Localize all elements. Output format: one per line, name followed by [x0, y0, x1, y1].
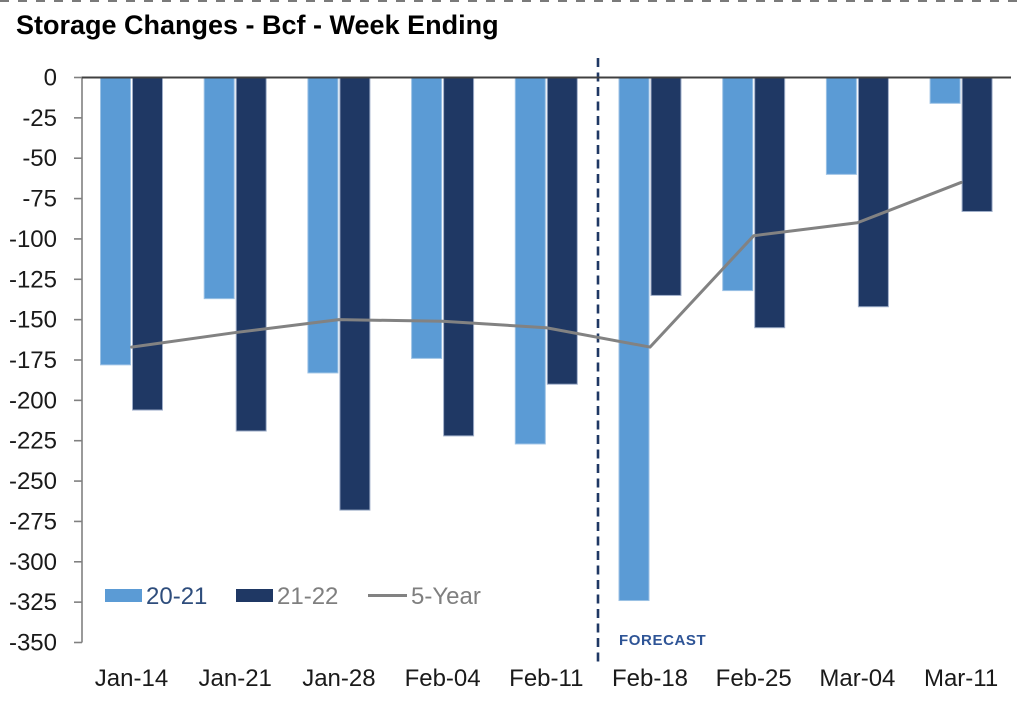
bar-20-21-Feb-04 — [411, 77, 443, 359]
x-category-label: Feb-18 — [612, 665, 688, 692]
y-tick-label: -250 — [9, 468, 57, 495]
bar-21-22-Jan-28 — [339, 77, 371, 511]
y-tick-label: -325 — [9, 589, 57, 616]
bar-21-22-Jan-14 — [132, 77, 163, 411]
bar-20-21-Jan-14 — [100, 77, 131, 366]
forecast-label: FORECAST — [619, 632, 707, 649]
y-tick-label: -200 — [9, 387, 57, 414]
y-tick-label: -175 — [9, 347, 57, 374]
x-category-label: Jan-21 — [199, 665, 272, 692]
bar-20-21-Jan-21 — [203, 77, 235, 300]
bar-20-21-Feb-18 — [618, 77, 650, 602]
x-category-label: Jan-14 — [95, 665, 168, 692]
y-tick-label: -300 — [9, 549, 57, 576]
y-tick-label: -125 — [9, 266, 57, 293]
y-tick-label: -225 — [9, 428, 57, 455]
bar-21-22-Feb-25 — [754, 77, 786, 329]
y-tick-label: -150 — [9, 307, 57, 334]
x-category-label: Feb-25 — [716, 665, 792, 692]
five-year-line — [130, 180, 963, 349]
x-category-label: Feb-04 — [405, 665, 481, 692]
y-tick-label: 0 — [44, 65, 57, 92]
y-tick-label: -75 — [22, 186, 57, 213]
bar-21-22-Mar-04 — [857, 77, 889, 308]
y-tick-label: -50 — [22, 145, 57, 172]
x-category-label: Mar-04 — [819, 665, 895, 692]
chart-title: Storage Changes - Bcf - Week Ending — [16, 10, 499, 40]
top-dashed-border — [0, 0, 1024, 2]
bar-20-21-Mar-11 — [929, 77, 961, 104]
y-tick-label: -350 — [9, 630, 57, 657]
bar-20-21-Feb-11 — [514, 77, 546, 445]
bar-21-22-Jan-21 — [235, 77, 267, 432]
bar-21-22-Feb-04 — [443, 77, 475, 437]
bar-20-21-Mar-04 — [825, 77, 857, 175]
bar-20-21-Jan-28 — [307, 77, 339, 374]
bar-20-21-Feb-25 — [722, 77, 754, 292]
y-tick-label: -275 — [9, 508, 57, 535]
bar-21-22-Feb-18 — [650, 77, 682, 296]
bar-21-22-Mar-11 — [961, 77, 993, 212]
y-tick-label: -25 — [22, 105, 57, 132]
x-category-label: Jan-28 — [302, 665, 375, 692]
y-tick-label: -100 — [9, 226, 57, 253]
x-category-label: Mar-11 — [924, 665, 998, 692]
x-category-label: Feb-11 — [509, 665, 583, 692]
bar-21-22-Feb-11 — [546, 77, 578, 385]
